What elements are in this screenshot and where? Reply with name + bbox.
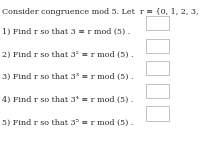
Text: 4) Find r so that 3⁴ ≡ r mod (5) .: 4) Find r so that 3⁴ ≡ r mod (5) . [2, 96, 134, 104]
Text: 1) Find r so that 3 ≡ r mod (5) .: 1) Find r so that 3 ≡ r mod (5) . [2, 28, 131, 36]
Text: Consider congruence mod 5. Let  r ≡ {0, 1, 2, 3, 4} .: Consider congruence mod 5. Let r ≡ {0, 1… [2, 8, 200, 16]
Text: 2) Find r so that 3² ≡ r mod (5) .: 2) Find r so that 3² ≡ r mod (5) . [2, 51, 134, 59]
FancyBboxPatch shape [146, 39, 169, 53]
Text: 3) Find r so that 3³ ≡ r mod (5) .: 3) Find r so that 3³ ≡ r mod (5) . [2, 73, 134, 81]
FancyBboxPatch shape [146, 106, 169, 121]
FancyBboxPatch shape [146, 61, 169, 75]
FancyBboxPatch shape [146, 84, 169, 98]
Text: 5) Find r so that 3⁵ ≡ r mod (5) .: 5) Find r so that 3⁵ ≡ r mod (5) . [2, 118, 134, 126]
FancyBboxPatch shape [146, 16, 169, 30]
